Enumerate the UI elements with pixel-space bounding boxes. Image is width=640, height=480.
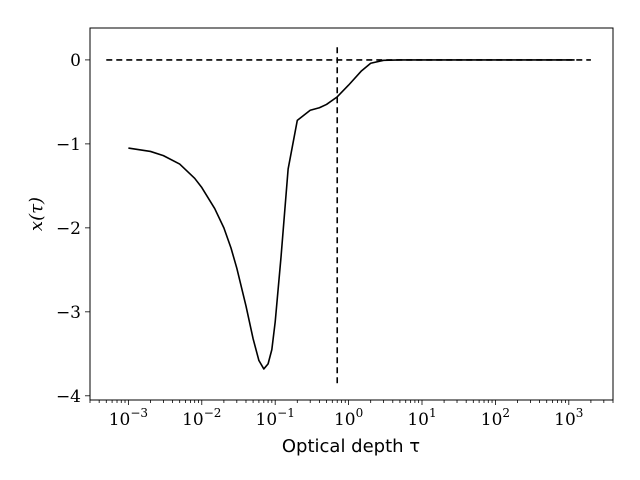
y-tick-label: −1	[56, 135, 81, 155]
x-tick-label: 10−2	[182, 406, 221, 430]
x-tick-label: 10−1	[256, 406, 295, 430]
tick-labels: 10−3 10−2 10−1 100 101 102 103 0 −1 −2 −3 −4	[56, 51, 584, 430]
y-tick-label: −4	[56, 387, 81, 407]
x-tick-label: 103	[554, 406, 583, 430]
x-tick-label: 102	[481, 406, 510, 430]
series-line	[128, 59, 575, 370]
tick-marks	[85, 59, 614, 405]
y-axis-title: x(τ)	[26, 197, 47, 231]
x-axis-title: Optical depth τ	[282, 436, 420, 457]
y-tick-label: −2	[56, 219, 81, 239]
x-tick-label: 100	[334, 406, 363, 430]
y-tick-label: 0	[70, 51, 81, 71]
x-tick-label: 101	[407, 406, 436, 430]
series-group	[106, 44, 591, 384]
y-tick-label: −3	[56, 303, 81, 323]
plot-frame	[89, 27, 614, 401]
x-tick-label: 10−3	[109, 406, 148, 430]
